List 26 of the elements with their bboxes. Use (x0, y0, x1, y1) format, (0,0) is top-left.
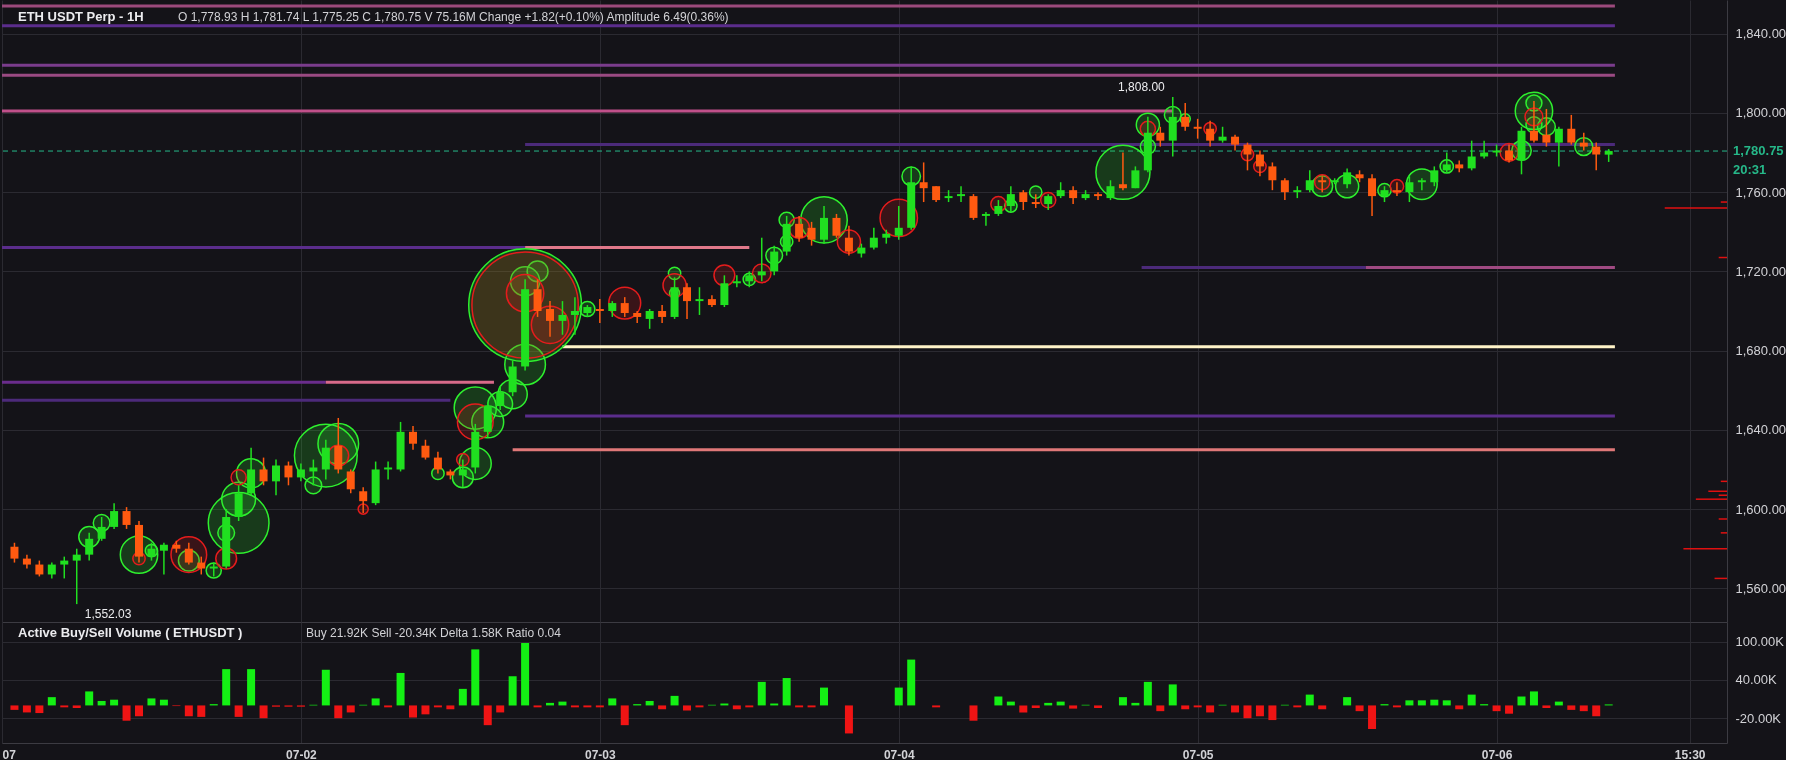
y-tick-label: 1,560.00 (1735, 580, 1787, 596)
text: 20:31 (1733, 162, 1767, 178)
text: ETH USDT Perp - 1H (18, 9, 144, 24)
annotation: Buy 21.92K Sell -20.34K Delta 1.58K Ratio 0.04 (306, 626, 562, 640)
x-tick-label: 07-03 (584, 747, 616, 762)
y-tick-label: 1,640.00 (1735, 422, 1787, 438)
y-tick-label: 1,680.00 (1735, 343, 1787, 359)
y-tick-label: 1,760.00 (1735, 184, 1787, 200)
y-tick-label: -20.00K (1735, 710, 1782, 726)
y-tick-label: 1,720.00 (1735, 263, 1787, 279)
ref-line-label: 1,780.75 (1733, 143, 1784, 159)
chart-title: Active Buy/Sell Volume ( ETHUSDT ) (18, 625, 243, 640)
x-tick-label: 07-06 (1481, 747, 1513, 762)
y-tick-label: 40.00K (1735, 672, 1778, 688)
y-tick-label: 1,840.00 (1735, 26, 1787, 42)
x-tick-label: 15:30 (1674, 747, 1706, 762)
y-tick-label: 100.00K (1735, 634, 1785, 650)
x-tick-label: 07-04 (883, 747, 915, 762)
annotation: 1,808.00 (1118, 80, 1166, 95)
x-tick-label: 07-02 (286, 747, 318, 762)
y-tick-label: 1,800.00 (1735, 105, 1787, 121)
x-tick-label: 07-05 (1182, 747, 1214, 762)
annotation: 1,552.03 (84, 607, 132, 622)
y-tick-label: 1,600.00 (1735, 501, 1787, 517)
annotation: O 1,778.93 H 1,781.74 L 1,775.25 C 1,780.75 V 75.16M Change +1.82(+0.10%) Amplitude 6.49(0.36%) (178, 10, 729, 24)
x-tick-label: 07 (2, 747, 17, 762)
